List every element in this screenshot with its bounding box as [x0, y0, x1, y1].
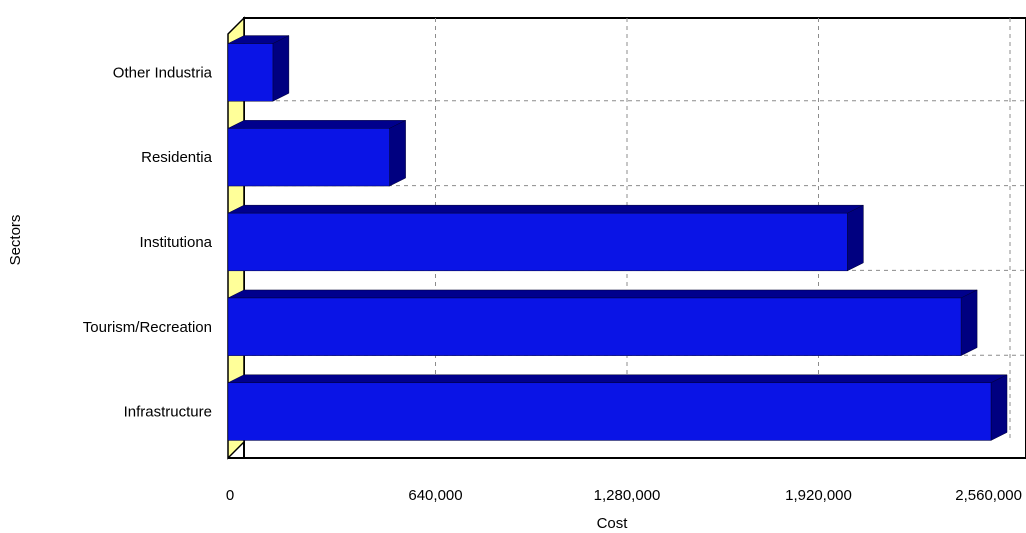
- y-tick-label: Institutiona: [139, 234, 212, 251]
- bar: [227, 204, 864, 272]
- bar-side-face: [990, 374, 1008, 441]
- bars: [227, 35, 1008, 441]
- x-axis-title: Cost: [597, 515, 629, 532]
- tick-labels: Other Industria Residentia Institutiona Tou…: [83, 64, 1022, 504]
- bar-front-face: [227, 43, 274, 102]
- y-tick-label: Tourism/Recreation: [83, 319, 212, 336]
- bar-front-face: [227, 128, 390, 187]
- x-tick-label: 1,280,000: [594, 487, 661, 504]
- bar-top-face: [227, 289, 978, 299]
- y-tick-label: Other Industria: [113, 64, 213, 81]
- x-tick-label: 640,000: [408, 487, 462, 504]
- bar: [227, 374, 1008, 441]
- bar-top-face: [227, 120, 406, 129]
- bar-side-face: [847, 204, 864, 272]
- x-tick-label: 2,560,000: [955, 487, 1022, 504]
- bar-side-face: [389, 119, 406, 187]
- x-tick-label: 1,920,000: [785, 487, 852, 504]
- x-tick-label: 0: [226, 487, 234, 504]
- bar: [227, 35, 290, 102]
- bar-front-face: [227, 297, 962, 356]
- y-tick-label: Infrastructure: [124, 404, 212, 421]
- y-tick-label: Residentia: [141, 149, 213, 166]
- bar-side-face: [272, 35, 290, 102]
- bar-front-face: [227, 212, 848, 272]
- bar-side-face: [960, 289, 978, 357]
- bar-top-face: [227, 204, 864, 214]
- bar-top-face: [227, 374, 1008, 384]
- y-axis-title: Sectors: [7, 215, 24, 266]
- bar-front-face: [227, 382, 992, 441]
- bar: [227, 289, 978, 357]
- bar: [227, 119, 406, 187]
